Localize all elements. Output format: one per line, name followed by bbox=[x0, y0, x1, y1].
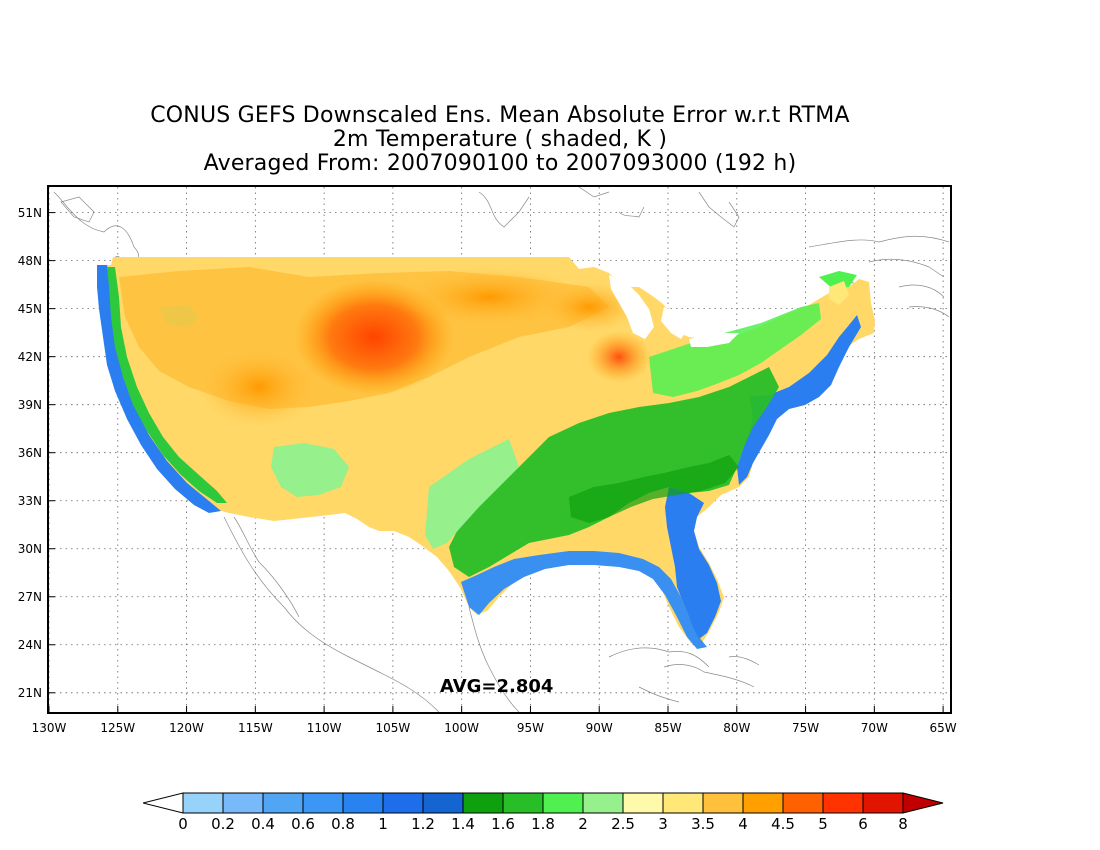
lon-tick-label: 115W bbox=[237, 721, 273, 735]
lat-tick-label: 39N bbox=[17, 397, 42, 412]
colorbar-swatch bbox=[382, 792, 424, 814]
colorbar-swatch bbox=[422, 792, 464, 814]
lat-tick-label: 33N bbox=[17, 493, 42, 508]
colorbar-swatch bbox=[702, 792, 744, 814]
colorbar-tick-label: 3 bbox=[658, 815, 668, 833]
lat-tick-label: 36N bbox=[17, 445, 42, 460]
lat-tick-label: 30N bbox=[17, 541, 42, 556]
map-title-line-3: Averaged From: 2007090100 to 2007093000 … bbox=[203, 151, 797, 176]
colorbar-swatch bbox=[182, 792, 224, 814]
colorbar-tick-label: 4 bbox=[738, 815, 748, 833]
colorbar-swatch bbox=[662, 792, 704, 814]
colorbar-swatch bbox=[822, 792, 864, 814]
lat-tick-label: 48N bbox=[17, 253, 42, 268]
lat-tick-label: 45N bbox=[17, 301, 42, 316]
colorbar-tick-label: 1.8 bbox=[531, 815, 555, 833]
map-canvas bbox=[49, 187, 950, 712]
colorbar-tick-label: 4.5 bbox=[771, 815, 795, 833]
colorbar-overflow-triangle bbox=[902, 792, 944, 814]
colorbar-tick-label: 0.6 bbox=[291, 815, 315, 833]
colorbar-tick-label: 0.2 bbox=[211, 815, 235, 833]
lon-tick-label: 80W bbox=[723, 721, 751, 735]
colorbar-tick-label: 2 bbox=[578, 815, 588, 833]
map-title-line-2: 2m Temperature ( shaded, K ) bbox=[332, 127, 668, 152]
lon-tick-label: 105W bbox=[375, 721, 411, 735]
colorbar-tick-label: 0 bbox=[178, 815, 188, 833]
colorbar-tick-label: 6 bbox=[858, 815, 868, 833]
colorbar-tick-label: 0.4 bbox=[251, 815, 275, 833]
lat-lon-grid bbox=[49, 187, 950, 712]
colorbar-tick-label: 2.5 bbox=[611, 815, 635, 833]
lon-tick-label: 100W bbox=[444, 721, 480, 735]
colorbar-tick-label: 1 bbox=[378, 815, 388, 833]
lat-tick-label: 27N bbox=[17, 589, 42, 604]
colorbar-swatch bbox=[222, 792, 264, 814]
colorbar-tick-label: 1.2 bbox=[411, 815, 435, 833]
colorbar-tick-label: 0.8 bbox=[331, 815, 355, 833]
colorbar-swatch bbox=[582, 792, 624, 814]
colorbar-tick-label: 3.5 bbox=[691, 815, 715, 833]
lat-tick-label: 24N bbox=[17, 637, 42, 652]
colorbar-swatch bbox=[302, 792, 344, 814]
lat-tick-label: 42N bbox=[17, 349, 42, 364]
colorbar-underflow-triangle bbox=[143, 792, 184, 814]
colorbar-swatch bbox=[622, 792, 664, 814]
lon-tick-label: 120W bbox=[169, 721, 204, 735]
colorbar-swatch bbox=[542, 792, 584, 814]
lon-tick-label: 65W bbox=[929, 721, 957, 735]
colorbar-swatch bbox=[342, 792, 384, 814]
lon-tick-label: 95W bbox=[516, 721, 544, 735]
lon-tick-label: 125W bbox=[100, 721, 136, 735]
lon-tick-label: 130W bbox=[31, 721, 67, 735]
colorbar-swatch bbox=[502, 792, 544, 814]
colorbar-swatch bbox=[742, 792, 784, 814]
average-value-label: AVG=2.804 bbox=[440, 676, 554, 697]
lon-tick-label: 110W bbox=[306, 721, 342, 735]
colorbar-swatch bbox=[782, 792, 824, 814]
lon-tick-label: 85W bbox=[654, 721, 682, 735]
lat-tick-label: 21N bbox=[17, 685, 42, 700]
colorbar-tick-label: 1.6 bbox=[491, 815, 515, 833]
colorbar-tick-label: 1.4 bbox=[451, 815, 475, 833]
colorbar-tick-label: 8 bbox=[898, 815, 908, 833]
colorbar-swatch bbox=[262, 792, 304, 814]
map-title-line-1: CONUS GEFS Downscaled Ens. Mean Absolute… bbox=[150, 103, 850, 128]
colorbar-swatch bbox=[462, 792, 504, 814]
lon-tick-label: 70W bbox=[860, 721, 888, 735]
lon-tick-label: 75W bbox=[791, 721, 820, 735]
conus-shaded-error-field bbox=[97, 257, 875, 649]
lat-tick-label: 51N bbox=[17, 205, 42, 220]
colorbar bbox=[143, 792, 944, 814]
map-frame bbox=[47, 185, 952, 714]
colorbar-tick-label: 5 bbox=[818, 815, 828, 833]
colorbar-swatch bbox=[862, 792, 904, 814]
lon-tick-label: 90W bbox=[585, 721, 613, 735]
